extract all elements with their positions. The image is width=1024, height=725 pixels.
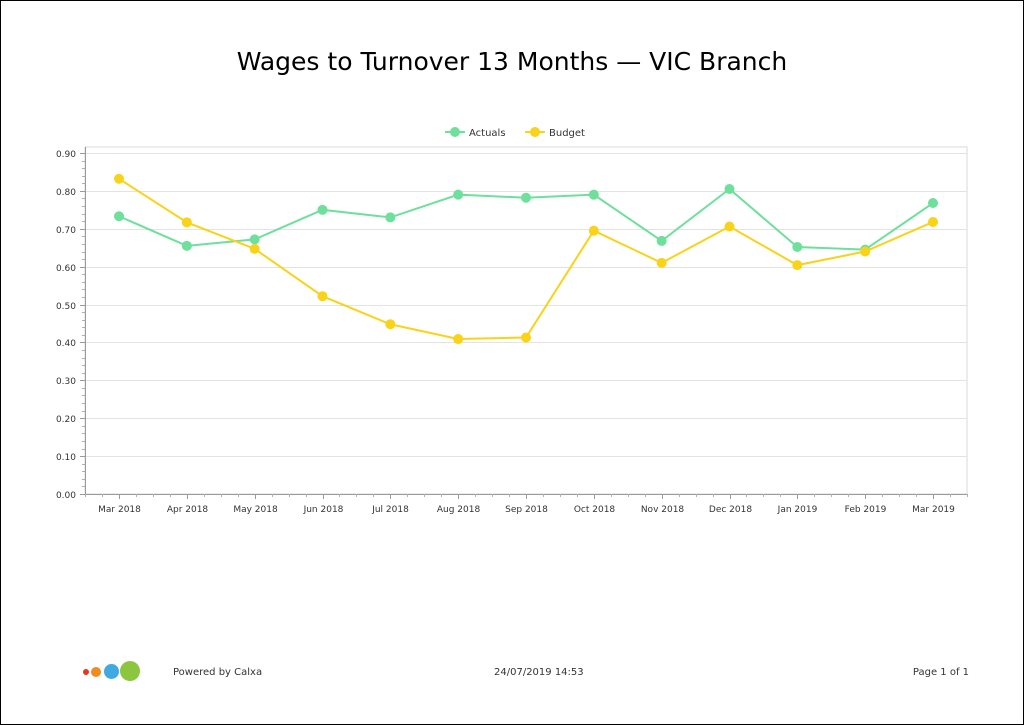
series-line-budget (118, 177, 934, 341)
data-point-actuals (249, 234, 260, 245)
chart-title: Wages to Turnover 13 Months — VIC Branch (236, 47, 788, 76)
data-point-actuals (656, 235, 667, 246)
data-point-budget (588, 225, 599, 236)
data-point-budget (792, 260, 803, 271)
y-tick-label: 0.50 (56, 302, 76, 312)
x-tick-label: Jun 2018 (303, 505, 344, 515)
data-point-actuals (453, 189, 464, 200)
data-point-budget (114, 173, 124, 184)
data-point-actuals (114, 211, 124, 222)
data-point-actuals (385, 212, 396, 223)
legend-marker-actuals (450, 127, 460, 137)
logo-dot-blue (104, 664, 119, 679)
x-tick-label: Mar 2018 (98, 505, 141, 515)
x-tick-label: Sep 2018 (505, 505, 548, 515)
data-point-actuals (317, 204, 328, 215)
x-tick-label: May 2018 (233, 505, 278, 515)
x-tick-label: Apr 2018 (167, 505, 209, 515)
y-tick-label: 0.20 (56, 415, 76, 425)
line-chart: 0.00 0.10 0.20 0.30 0.40 0.50 0.60 0.70 0.80 0.90… (56, 127, 968, 515)
legend-label-actuals: Actuals (469, 128, 506, 139)
data-point-actuals (588, 189, 599, 200)
x-tick-label: Jan 2019 (777, 505, 818, 515)
calxa-logo (81, 661, 145, 683)
data-point-budget (385, 319, 396, 330)
data-point-budget (724, 221, 735, 232)
x-tick-label: Mar 2019 (912, 505, 955, 515)
data-point-actuals (928, 198, 938, 209)
y-tick-label: 0.60 (56, 264, 76, 274)
y-tick-label: 0.10 (56, 453, 76, 463)
data-point-budget (249, 243, 260, 254)
logo-dot-red (83, 669, 89, 675)
x-tick-label: Nov 2018 (641, 505, 685, 515)
report-timestamp: 24/07/2019 14:53 (494, 667, 584, 678)
data-point-budget (656, 257, 667, 268)
data-point-actuals (181, 240, 192, 251)
data-point-budget (860, 246, 871, 257)
y-tick-label: 0.30 (56, 377, 76, 387)
x-tick-label: Aug 2018 (437, 505, 481, 515)
powered-by-label: Powered by Calxa (173, 667, 263, 678)
page-number: Page 1 of 1 (912, 667, 969, 678)
data-point-budget (181, 217, 192, 228)
data-point-actuals (724, 183, 735, 194)
y-tick-label: 0.70 (56, 226, 76, 236)
x-tick-label: Feb 2019 (845, 505, 887, 515)
logo-dot-green (120, 661, 140, 681)
data-point-budget (317, 291, 328, 302)
legend-marker-budget (530, 127, 540, 137)
y-tick-label: 0.00 (56, 491, 76, 501)
y-tick-label: 0.80 (56, 188, 76, 198)
legend-label-budget: Budget (549, 128, 585, 139)
x-tick-label: Jul 2018 (371, 505, 409, 515)
y-tick-label: 0.90 (56, 150, 76, 160)
data-point-budget (928, 216, 938, 227)
data-point-budget (521, 332, 531, 343)
data-point-actuals (792, 241, 803, 252)
x-tick-label: Oct 2018 (574, 505, 616, 515)
y-tick-label: 0.40 (56, 339, 76, 349)
data-point-actuals (521, 192, 531, 203)
x-tick-label: Dec 2018 (709, 505, 752, 515)
data-point-budget (453, 334, 464, 345)
logo-dot-orange (91, 667, 101, 677)
